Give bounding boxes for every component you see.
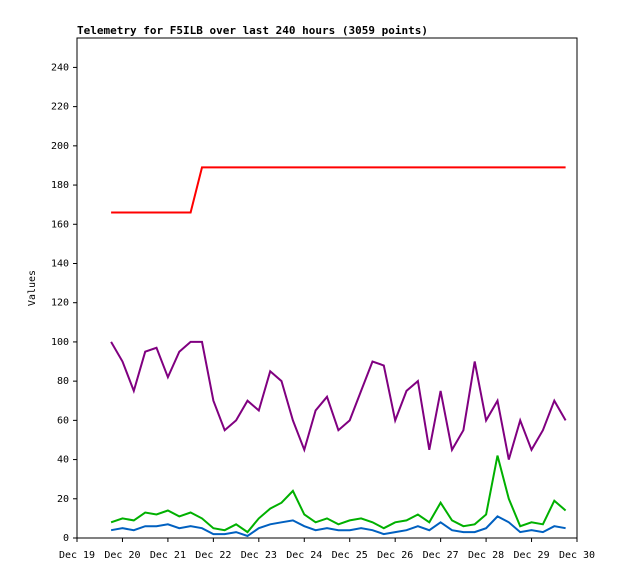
x-tick-label: Dec 22	[195, 550, 231, 561]
x-tick-label: Dec 28	[468, 550, 504, 561]
x-tick-label: Dec 24	[286, 550, 322, 561]
y-tick-label: 40	[57, 455, 69, 466]
y-axis-label: Values	[27, 270, 38, 306]
y-tick-label: 100	[51, 337, 69, 348]
series-line	[110, 455, 567, 534]
chart-title: Telemetry for F5ILB over last 240 hours …	[77, 24, 428, 37]
y-tick-label: 220	[51, 102, 69, 113]
x-tick-label: Dec 19	[59, 550, 95, 561]
y-tick-label: 240	[51, 62, 69, 73]
x-tick-label: Dec 26	[377, 550, 413, 561]
series-line	[110, 515, 566, 538]
series-line	[111, 166, 566, 214]
y-tick-label: 80	[57, 376, 69, 387]
series-line	[110, 340, 567, 460]
y-tick-label: 60	[57, 415, 69, 426]
x-tick-label: Dec 23	[241, 550, 277, 561]
y-tick-label: 140	[51, 258, 69, 269]
y-tick-label: 20	[57, 494, 69, 505]
plot-frame	[76, 37, 578, 539]
x-tick-label: Dec 30	[559, 550, 595, 561]
x-tick-label: Dec 20	[104, 550, 140, 561]
x-tick-label: Dec 27	[423, 550, 459, 561]
x-tick-label: Dec 29	[513, 550, 549, 561]
y-tick-label: 160	[51, 219, 69, 230]
y-tick-label: 180	[51, 180, 69, 191]
y-tick-label: 0	[63, 533, 69, 544]
y-tick-label: 120	[51, 298, 69, 309]
y-tick-label: 200	[51, 141, 69, 152]
x-tick-label: Dec 21	[150, 550, 186, 561]
x-tick-label: Dec 25	[332, 550, 368, 561]
